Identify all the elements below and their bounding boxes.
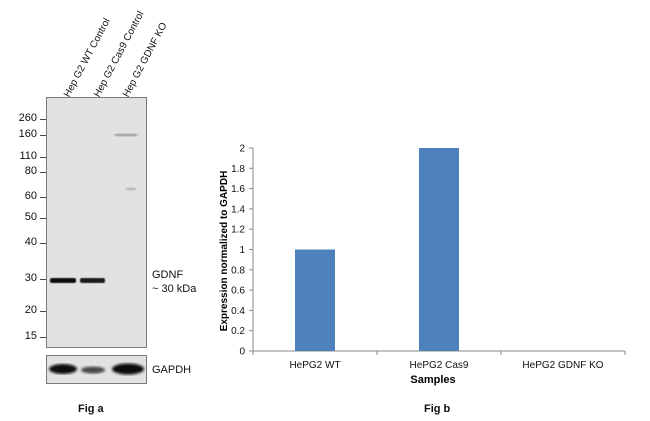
mw-marker-60: 60 [24, 190, 37, 202]
mw-tick [40, 172, 46, 173]
y-tick-label: 0 [239, 347, 245, 358]
nonspecific-band-ko [115, 134, 137, 136]
mw-tick [40, 279, 46, 280]
fig-b-caption: Fig b [424, 403, 451, 415]
gdnf-band-wt [50, 278, 76, 283]
mw-marker-110: 110 [19, 150, 37, 162]
y-tick-label: 0.6 [231, 286, 245, 297]
mw-tick [40, 218, 46, 219]
y-tick-label: 0.4 [231, 306, 245, 317]
y-tick-label: 2 [239, 144, 245, 155]
y-tick-label: 1.2 [231, 225, 245, 236]
bar-hepg2-wt [295, 249, 335, 351]
mw-tick [40, 243, 46, 244]
mw-tick [40, 119, 46, 120]
x-tick-label: HePG2 GDNF KO [522, 360, 603, 371]
mw-marker-50: 50 [24, 211, 37, 223]
gdnf-target-label: GDNF ~ 30 kDa [152, 269, 197, 295]
gdnf-band-cas9 [80, 278, 105, 283]
mw-marker-20: 20 [24, 304, 37, 316]
mw-marker-40: 40 [24, 236, 37, 248]
y-tick-label: 1 [239, 245, 245, 256]
y-axis: 0 0.2 0.4 0.6 0.8 1 1.2 1.4 1.6 1.8 2 [231, 144, 254, 358]
gapdh-blot-image [49, 363, 144, 375]
bar-hepg2-cas9 [419, 148, 459, 351]
y-tick-label: 1.8 [231, 164, 245, 175]
mw-tick [40, 197, 46, 198]
x-tick-label: HePG2 Cas9 [410, 360, 469, 371]
gapdh-band-cas9 [81, 366, 105, 374]
mw-marker-260: 260 [18, 112, 37, 124]
fig-a-caption: Fig a [78, 403, 104, 415]
expression-bar-chart: 00.20.40.60.811.21.41.61.82 HePG2 WT HePG… [219, 144, 626, 386]
gapdh-blot-panel [46, 355, 147, 384]
bars [295, 148, 459, 351]
gapdh-band-wt [49, 364, 77, 374]
gdnf-blot-panel [46, 97, 147, 348]
gdnf-blot-image [50, 134, 137, 283]
y-tick-label: 0.2 [231, 326, 245, 337]
gapdh-band-ko [112, 363, 144, 375]
x-tick-label: HePG2 WT [289, 360, 340, 371]
mw-marker-30: 30 [24, 272, 37, 284]
gapdh-label: GAPDH [152, 364, 192, 376]
x-axis: HePG2 WT HePG2 Cas9 HePG2 GDNF KO [252, 350, 626, 371]
mw-tick [40, 157, 46, 158]
mw-tick [40, 311, 46, 312]
mw-marker-15: 15 [24, 330, 37, 342]
y-tick-label: 1.4 [231, 204, 245, 215]
mw-tick [40, 337, 46, 338]
x-axis-label: Samples [410, 374, 455, 386]
y-axis-label: Expression normalized to GAPDH [219, 171, 230, 332]
nonspecific-band-ko-faint [126, 188, 136, 190]
mw-marker-80: 80 [24, 165, 37, 177]
mw-tick [40, 135, 46, 136]
mw-marker-160: 160 [18, 128, 37, 140]
y-tick-label: 1.6 [231, 184, 245, 195]
y-tick-label: 0.8 [231, 265, 245, 276]
